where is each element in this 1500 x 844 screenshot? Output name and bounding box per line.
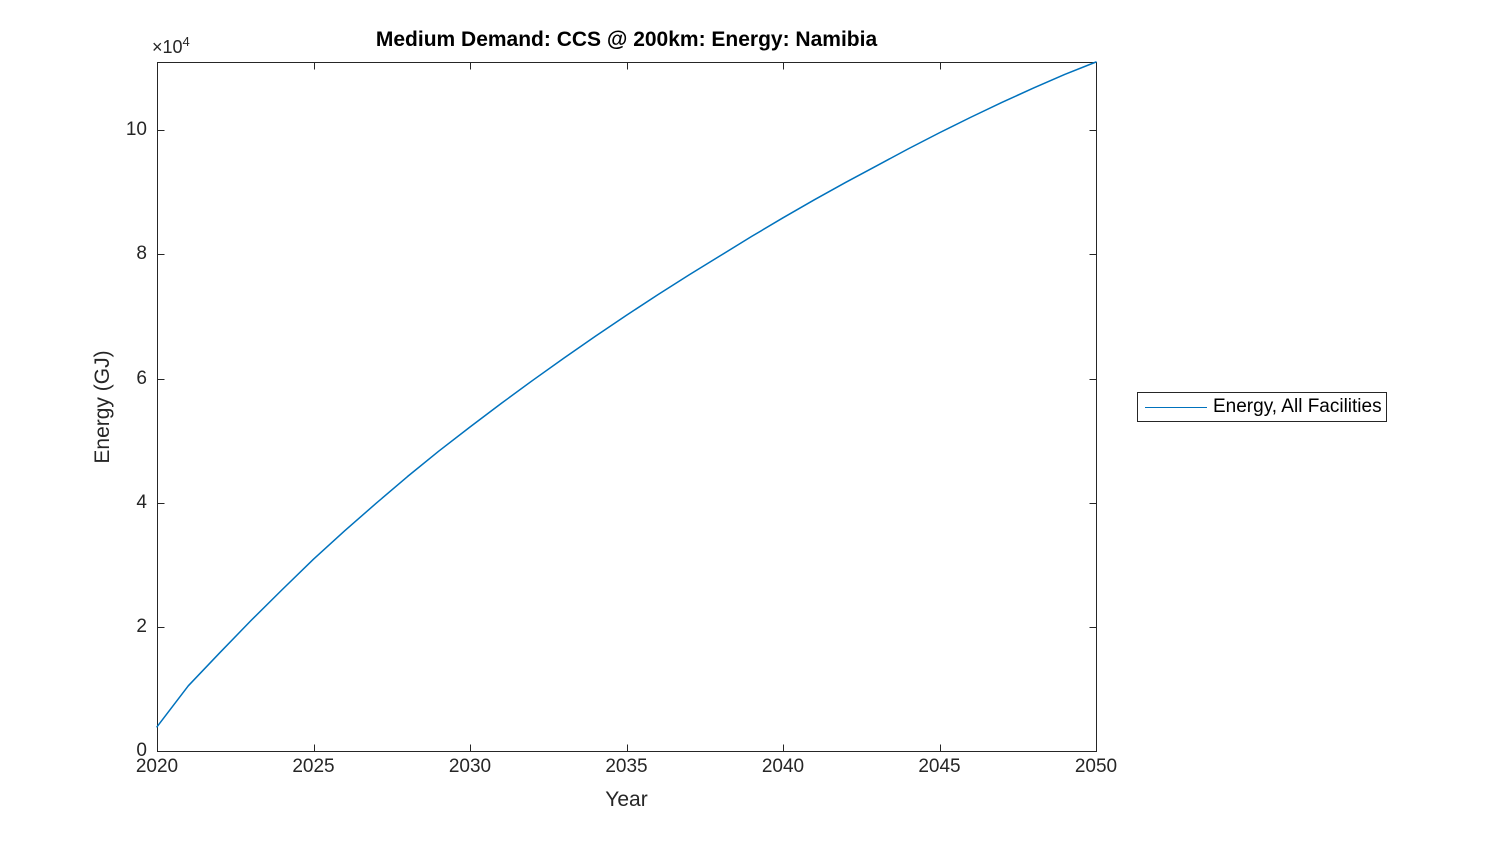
chart-title: Medium Demand: CCS @ 200km: Energy: Nami…: [375, 28, 878, 51]
y-axis-exponent-sup: 4: [182, 34, 190, 49]
x-tick-label: 2050: [1074, 756, 1118, 777]
axes-frame-group: [157, 62, 1097, 752]
y-axis-exponent-base: ×10: [152, 37, 183, 57]
x-tick-label: 2035: [605, 756, 648, 777]
legend-line-sample: [1145, 406, 1207, 408]
legend-label: Energy, All Facilities: [1213, 396, 1382, 417]
y-tick-label: 2: [136, 615, 147, 637]
legend: Energy, All Facilities: [1137, 392, 1387, 422]
y-tick-label: 6: [136, 367, 147, 389]
x-tick-label: 2040: [761, 756, 805, 777]
y-tick-label: 0: [136, 740, 147, 761]
y-axis-label: Energy (GJ): [91, 350, 114, 464]
y-tick-label: 4: [136, 491, 147, 513]
y-tick-label: 10: [125, 119, 147, 141]
x-axis-label: Year: [605, 788, 648, 811]
series-line: [156, 61, 1097, 728]
x-tick-label: 2045: [918, 756, 961, 777]
x-tick-label: 2030: [448, 756, 492, 777]
axes-frame: [157, 62, 1097, 752]
y-tick-label: 8: [136, 243, 147, 265]
y-axis-exponent-label: ×104: [152, 34, 190, 58]
x-tick-label: 2025: [292, 756, 335, 777]
x-tick-label: 2020: [135, 756, 179, 777]
